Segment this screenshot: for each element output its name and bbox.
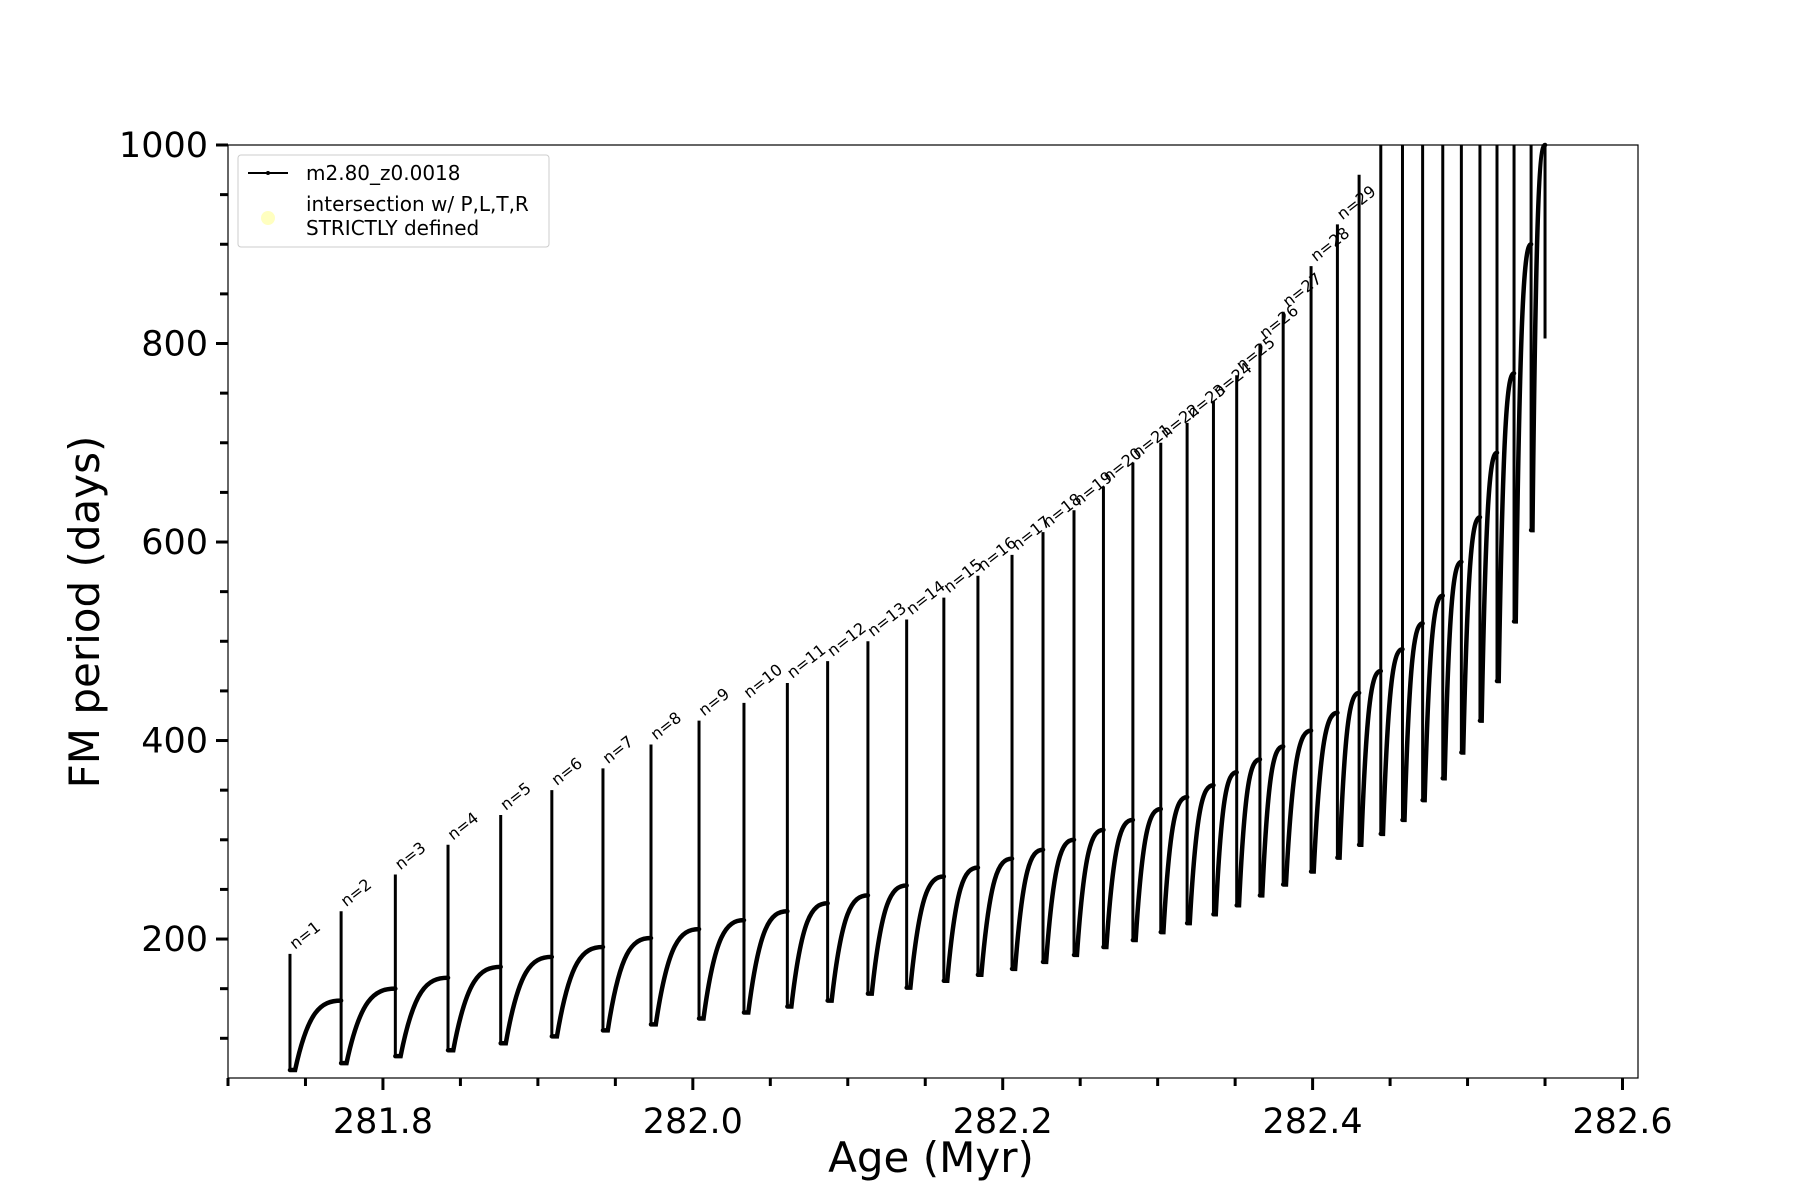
pulse-recovery-curve [1211,770,1239,917]
pulse-recovery-curve [696,917,747,1021]
x-tick-label: 282.0 [643,1102,743,1142]
pulse-recovery-curve [1040,837,1077,965]
pulse-recovery-curve [1440,559,1464,781]
axis-layer: 281.8 282.0 282.2 282.4 282.6 200 400 600 800 100… [119,126,1673,1142]
pulse-recovery-curve [1335,690,1362,860]
pulse-recovery-curve [1356,668,1384,847]
pulse-recovery-curve [1459,514,1483,755]
legend-label-intersection-line2: STRICTLY defined [306,216,479,240]
x-axis-title: Age (Myr) [828,1133,1034,1182]
pulse-recovery-curve [1378,646,1405,837]
legend-label-series: m2.80_z0.0018 [306,161,461,185]
pulse-recovery-curve [549,944,606,1039]
pulse-recovery-curve [445,964,503,1053]
pulse-recovery-curve [1009,847,1046,972]
y-tick-label: 200 [141,920,208,960]
pulse-recovery-curve [1257,744,1286,898]
pulse-recovery-curve [1071,827,1106,958]
pulse-recovery-curve [741,909,790,1015]
legend-box [237,154,550,248]
pulse-recovery-curve [1308,710,1340,874]
x-tick-label: 282.4 [1263,1102,1363,1142]
pulse-recovery-curve [1420,593,1446,803]
pulse-recovery-curve [1234,757,1263,908]
x-tick-label: 282.6 [1572,1102,1672,1142]
pulse-recovery-curve [338,986,398,1066]
data-layer [287,142,1548,1073]
pulse-recovery-curve [1494,371,1517,684]
pulse-recovery-curve [1528,142,1548,533]
pulse-recovery-curve [1280,728,1314,887]
y-tick-label: 600 [141,523,208,563]
pulse-recovery-curve [865,883,909,996]
pulse-recovery-curve [1101,817,1136,950]
legend: m2.80_z0.0018 intersection w/ P,L,T,R ST… [237,154,550,248]
pulse-recovery-curve [648,926,702,1027]
pulse-recovery-curve [600,935,654,1033]
pulse-recovery-curve [498,954,555,1046]
legend-label-intersection-line1: intersection w/ P,L,T,R [306,192,529,216]
pulse-recovery-curve [1400,621,1425,823]
y-axis-title: FM period (days) [60,436,109,789]
pulse-recovery-curve [941,865,981,983]
pulse-recovery-curve [785,901,830,1009]
pulse-recovery-curve [904,874,947,990]
pulse-recovery-curve [1511,242,1534,624]
x-tick-label: 281.8 [333,1102,433,1142]
pulse-recovery-curve [825,893,871,1003]
pulse-recovery-curve [1130,806,1164,943]
pulse-recovery-curve [1158,794,1190,935]
plot-frame [227,144,1639,1079]
y-tick-label: 1000 [119,126,208,166]
pulse-recovery-curve [287,998,344,1073]
plot-background [228,145,1638,1078]
pulse-recovery-curve [393,975,451,1059]
x-tick-label: 282.2 [953,1102,1053,1142]
y-tick-label: 800 [141,325,208,365]
legend-line-dot [266,171,270,175]
pulse-recovery-curve [1184,782,1216,926]
pulse-recovery-curve [1477,450,1500,723]
legend-circle-marker [261,211,275,225]
pulse-recovery-curve [975,856,1015,978]
y-tick-label: 400 [141,722,208,762]
